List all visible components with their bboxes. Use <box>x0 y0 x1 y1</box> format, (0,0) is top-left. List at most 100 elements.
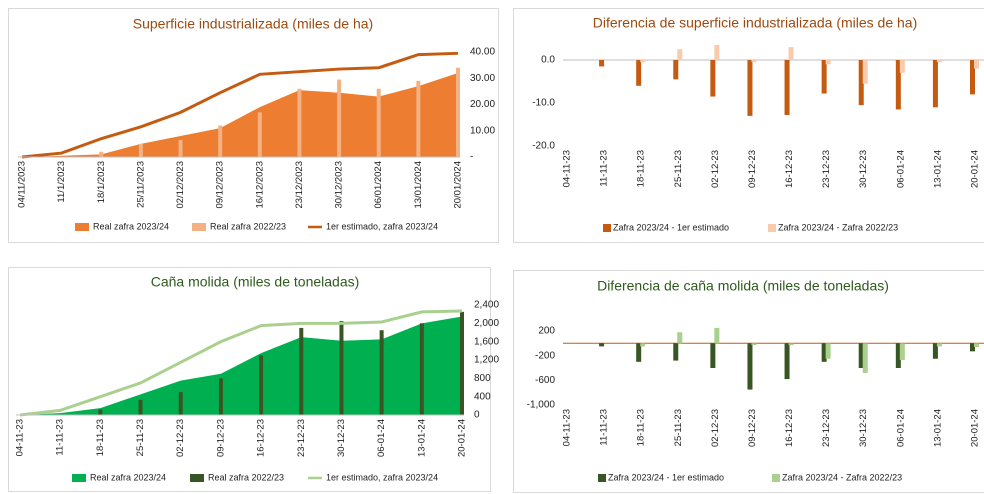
panel <box>8 267 491 492</box>
bar <box>714 44 720 60</box>
bar <box>899 343 905 360</box>
x-tick-label: 04-11-23 <box>562 409 573 446</box>
x-tick-label: 20-01-24 <box>970 409 981 447</box>
bar <box>178 392 183 415</box>
bar <box>257 112 262 157</box>
bar <box>178 139 183 157</box>
y-tick-label: -1,000 <box>527 400 556 411</box>
bar <box>138 399 143 415</box>
x-tick-label: 18-11-23 <box>636 409 647 446</box>
bar <box>677 49 683 60</box>
x-tick-label: 11-11-23 <box>55 419 66 456</box>
x-tick-label: 11-11-23 <box>599 409 610 446</box>
x-tick-label: 16-12-23 <box>256 419 267 457</box>
x-tick-label: 23-12-23 <box>296 419 307 457</box>
y-tick-label: 400 <box>474 391 491 402</box>
legend-label: 1er estimado, zafra 2023/24 <box>326 221 438 231</box>
bar <box>673 343 679 361</box>
y-tick-label: 2,400 <box>474 300 499 311</box>
legend-swatch <box>75 223 89 231</box>
x-tick-label: 18/1/2023 <box>96 161 107 203</box>
x-tick-label: 11-11-23 <box>599 150 610 187</box>
bar <box>259 355 264 415</box>
legend-swatch <box>772 474 780 482</box>
bar <box>599 343 605 347</box>
bar <box>751 60 757 63</box>
x-tick-label: 06/01/2024 <box>373 161 384 209</box>
x-tick-label: 25-11-23 <box>673 150 684 187</box>
x-tick-label: 13/01/2024 <box>413 161 424 209</box>
legend-swatch <box>190 474 204 482</box>
line <box>21 51 459 159</box>
y-tick-label: - <box>470 152 473 163</box>
legend-label: Zafra 2023/24 - 1er estimado <box>608 472 724 482</box>
chart-title: Caña molida (miles de toneladas) <box>151 274 360 290</box>
legend-swatch <box>598 474 606 482</box>
bar <box>858 343 864 368</box>
panel <box>513 270 984 493</box>
bar <box>932 60 938 108</box>
x-tick-label: 11/1/2023 <box>56 161 67 203</box>
bar <box>339 321 344 415</box>
x-tick-label: 04-11-23 <box>562 150 573 187</box>
y-tick-label: 40.00 <box>470 47 495 58</box>
bar <box>677 332 683 344</box>
legend-label: Real zafra 2023/24 <box>93 221 169 231</box>
bar <box>936 60 942 63</box>
x-tick-label: 06-01-24 <box>376 419 387 457</box>
x-tick-label: 09-12-23 <box>747 150 758 188</box>
bar <box>98 409 103 415</box>
y-tick-label: 0 <box>474 410 480 421</box>
y-tick-label: 1,200 <box>474 355 499 366</box>
x-tick-label: 20-01-24 <box>970 150 981 188</box>
y-tick-label: 200 <box>538 326 555 337</box>
y-tick-label: -10.0 <box>532 98 555 109</box>
y-tick-label: 1,600 <box>474 336 499 347</box>
x-tick-label: 20/01/2024 <box>453 161 464 209</box>
x-tick-label: 09-12-23 <box>215 419 226 457</box>
x-tick-label: 16/12/2023 <box>254 161 265 209</box>
x-tick-label: 02-12-23 <box>710 409 721 447</box>
bar <box>416 80 421 157</box>
y-tick-label: 30.00 <box>470 73 495 84</box>
bar <box>747 60 753 116</box>
x-tick-label: 18-11-23 <box>636 150 647 187</box>
bar <box>710 60 716 97</box>
y-tick-label: 20.00 <box>470 99 495 110</box>
chart-title: Diferencia de caña molida (miles de tone… <box>597 278 889 294</box>
y-tick-label: 0.0 <box>541 55 555 66</box>
y-tick-label: -20.0 <box>532 141 555 152</box>
x-tick-label: 02-12-23 <box>175 419 186 457</box>
x-tick-label: 06-01-24 <box>895 409 906 447</box>
x-tick-label: 30-12-23 <box>858 150 869 188</box>
legend-swatch <box>603 224 611 232</box>
x-tick-label: 04-11-23 <box>15 419 26 456</box>
bar <box>640 343 646 347</box>
bar <box>714 327 720 344</box>
bar <box>936 343 942 347</box>
bar <box>784 60 790 116</box>
legend-label: Real zafra 2023/24 <box>90 472 166 482</box>
area <box>20 316 462 415</box>
panel <box>513 8 984 243</box>
bar <box>379 330 384 415</box>
x-tick-label: 04/11/2023 <box>17 161 28 208</box>
bar <box>821 60 827 94</box>
bar <box>895 60 901 110</box>
bar <box>299 327 304 415</box>
bar <box>460 311 464 415</box>
bar <box>376 88 381 157</box>
chart-title: Diferencia de superficie industrializada… <box>593 15 918 31</box>
bar <box>673 60 679 80</box>
bar <box>337 79 342 157</box>
bar <box>821 343 827 362</box>
y-tick-label: 800 <box>474 373 491 384</box>
bar <box>456 67 460 157</box>
bar <box>297 88 302 157</box>
bar <box>974 60 979 69</box>
bar <box>99 151 104 157</box>
x-tick-label: 02-12-23 <box>710 150 721 188</box>
legend-label: Real zafra 2022/23 <box>210 221 286 231</box>
legend-label: Zafra 2023/24 - Zafra 2022/23 <box>778 222 898 232</box>
